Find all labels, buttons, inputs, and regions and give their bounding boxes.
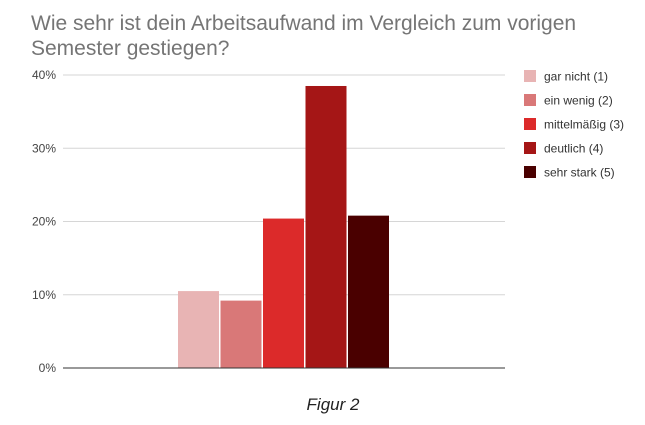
bar-series-2 [220, 300, 262, 368]
figure-caption: Figur 2 [307, 395, 360, 414]
chart-title: Wie sehr ist dein Arbeitsaufwand im Verg… [31, 12, 576, 60]
legend-label: sehr stark (5) [544, 166, 615, 180]
y-tick-label: 0% [39, 361, 57, 375]
legend-swatch [524, 166, 536, 178]
legend: gar nicht (1) ein wenig (2) mittelmäßig (3… [524, 70, 624, 180]
bars [178, 85, 389, 369]
y-tick-label: 40% [32, 68, 56, 82]
chart-title-line-1: Wie sehr ist dein Arbeitsaufwand im Verg… [31, 12, 576, 35]
bar-series-5 [348, 215, 389, 368]
bar-series-3 [263, 218, 304, 368]
bar-series-1 [178, 291, 219, 368]
legend-label: ein wenig (2) [544, 94, 613, 108]
legend-swatch [524, 118, 536, 130]
legend-label: mittelmäßig (3) [544, 118, 624, 132]
y-tick-label: 10% [32, 288, 56, 302]
legend-label: gar nicht (1) [544, 70, 608, 84]
legend-swatch [524, 94, 536, 106]
y-axis-tick-labels: 0% 10% 20% 30% 40% [32, 68, 56, 375]
y-tick-label: 30% [32, 141, 56, 155]
y-tick-label: 20% [32, 215, 56, 229]
bar-series-4 [305, 85, 347, 369]
legend-swatch [524, 70, 536, 82]
legend-label: deutlich (4) [544, 142, 603, 156]
legend-swatch [524, 142, 536, 154]
chart-title-line-2: Semester gestiegen? [31, 37, 229, 60]
